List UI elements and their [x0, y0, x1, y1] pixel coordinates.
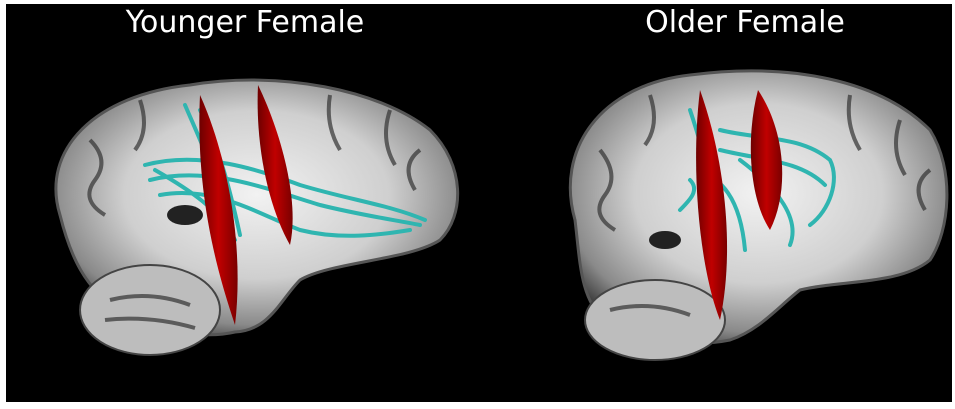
panel-title: Older Female [645, 5, 845, 40]
panel-title: Younger Female [125, 5, 365, 40]
figure: Younger Female Older Female [0, 0, 955, 409]
page: Younger Female Older Female (() => { con… [0, 0, 955, 409]
